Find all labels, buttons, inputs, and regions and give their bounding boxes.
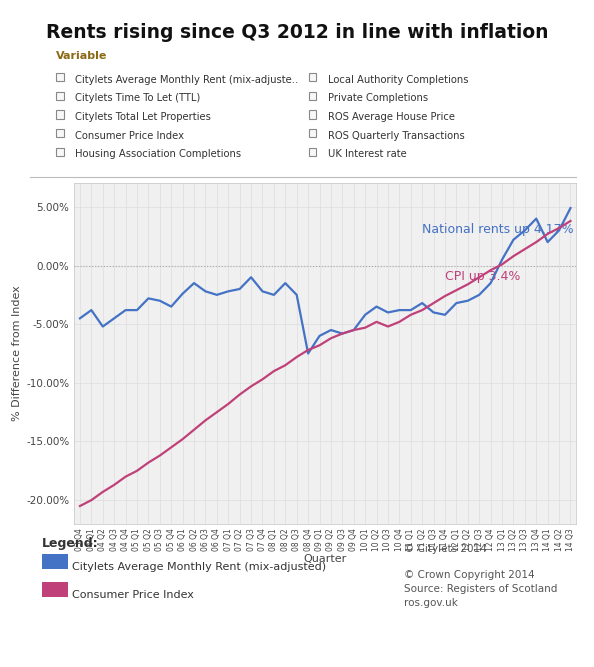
Text: Private Completions: Private Completions [328,93,428,103]
Text: Legend:: Legend: [42,537,98,550]
Text: ROS Average House Price: ROS Average House Price [328,112,455,122]
Text: Rents rising since Q3 2012 in line with inflation: Rents rising since Q3 2012 in line with … [46,23,548,42]
Text: © Citylets 2014: © Citylets 2014 [404,544,486,554]
Text: Citylets Total Let Properties: Citylets Total Let Properties [75,112,211,122]
Text: Local Authority Completions: Local Authority Completions [328,75,469,85]
Text: National rents up 4.17%: National rents up 4.17% [422,223,574,236]
Text: ✓: ✓ [57,129,65,139]
Text: Citylets Average Monthly Rent (mix-adjusted): Citylets Average Monthly Rent (mix-adjus… [72,562,327,572]
Text: Variable: Variable [56,51,108,61]
Text: Housing Association Completions: Housing Association Completions [75,149,242,159]
Text: Citylets Time To Let (TTL): Citylets Time To Let (TTL) [75,93,201,103]
Text: ROS Quarterly Transactions: ROS Quarterly Transactions [328,131,465,141]
Text: Citylets Average Monthly Rent (mix-adjuste..: Citylets Average Monthly Rent (mix-adjus… [75,75,299,85]
Text: Consumer Price Index: Consumer Price Index [72,590,194,600]
Text: Consumer Price Index: Consumer Price Index [75,131,185,141]
Text: ✓: ✓ [57,73,65,83]
Text: CPI up 3.4%: CPI up 3.4% [445,270,520,283]
Y-axis label: % Difference from Index: % Difference from Index [12,285,22,422]
Text: © Crown Copyright 2014
Source: Registers of Scotland
ros.gov.uk: © Crown Copyright 2014 Source: Registers… [404,570,557,608]
Text: UK Interest rate: UK Interest rate [328,149,407,159]
X-axis label: Quarter: Quarter [304,554,347,564]
